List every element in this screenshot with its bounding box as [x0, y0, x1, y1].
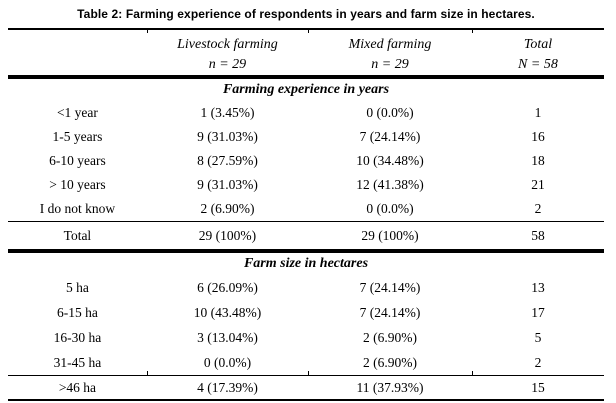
- column-divider-tick: [308, 29, 310, 34]
- row-label: >46 ha: [58, 380, 97, 395]
- table-caption: Table 2: Farming experience of responden…: [77, 7, 535, 21]
- last-row-rule: [8, 370, 604, 376]
- table-row: I do not know 2 (6.90%) 0 (0.0%) 2: [8, 197, 604, 221]
- table-row: 5 ha 6 (26.09%) 7 (24.14%) 13: [8, 275, 604, 300]
- total-row-rule: [8, 220, 604, 222]
- mixed-value: 29 (100%): [361, 228, 419, 243]
- livestock-value: 3 (13.04%): [197, 329, 258, 345]
- column-n: N = 58: [518, 56, 558, 72]
- mixed-value: 11 (37.93%): [356, 380, 424, 395]
- row-label: 6-15 ha: [56, 304, 98, 320]
- total-row: Total 29 (100%) 29 (100%) 58: [8, 222, 604, 249]
- row-label: I do not know: [39, 200, 116, 216]
- livestock-value: 4 (17.39%): [197, 380, 258, 395]
- mixed-value: 10 (34.48%): [356, 152, 424, 168]
- column-label: Mixed farming: [348, 36, 432, 52]
- livestock-value: 8 (27.59%): [197, 152, 258, 168]
- section-divider-rule: [8, 249, 604, 253]
- mixed-value: 12 (41.38%): [356, 176, 424, 192]
- livestock-value: 2 (6.90%): [200, 200, 255, 216]
- total-value: 21: [531, 176, 545, 192]
- livestock-value: 9 (31.03%): [197, 176, 258, 192]
- table-row: 31-45 ha 0 (0.0%) 2 (6.90%) 2: [8, 350, 604, 375]
- column-header-empty: [8, 35, 147, 76]
- section-header: Farm size in hectares: [243, 255, 369, 271]
- table-row: 16-30 ha 3 (13.04%) 2 (6.90%) 5: [8, 325, 604, 350]
- livestock-value: 10 (43.48%): [193, 304, 262, 320]
- column-header-mixed: Mixed farming n = 29: [308, 35, 472, 76]
- table-row: > 10 years 9 (31.03%) 12 (41.38%) 21: [8, 173, 604, 197]
- total-value: 16: [531, 128, 545, 144]
- table-row: 6-10 years 8 (27.59%) 10 (34.48%) 18: [8, 149, 604, 173]
- row-label: 31-45 ha: [53, 354, 102, 370]
- row-label: Total: [63, 228, 92, 243]
- total-value: 58: [531, 228, 545, 243]
- livestock-value: 9 (31.03%): [197, 128, 258, 144]
- mixed-value: 0 (0.0%): [366, 200, 414, 216]
- section-farming-experience: Farming experience in years <1 year 1 (3…: [8, 79, 604, 250]
- mixed-value: 0 (0.0%): [366, 104, 414, 120]
- row-label: <1 year: [56, 104, 98, 120]
- column-header-row: Livestock farming n = 29 Mixed farming n…: [8, 30, 604, 76]
- total-value: 15: [531, 380, 545, 395]
- table-2: Table 2: Farming experience of responden…: [8, 0, 604, 401]
- row-label: 1-5 years: [52, 128, 103, 144]
- mixed-value: 2 (6.90%): [363, 329, 417, 345]
- row-label: > 10 years: [49, 176, 106, 192]
- livestock-value: 29 (100%): [198, 228, 257, 243]
- column-n: n = 29: [208, 56, 247, 72]
- row-label: 16-30 ha: [53, 329, 102, 345]
- section-farm-size: Farm size in hectares 5 ha 6 (26.09%) 7 …: [8, 253, 604, 400]
- mixed-value: 7 (24.14%): [359, 279, 421, 295]
- livestock-value: 6 (26.09%): [197, 279, 258, 295]
- column-divider-tick: [146, 29, 149, 34]
- row-label: 5 ha: [65, 279, 89, 295]
- total-value: 1: [534, 104, 542, 120]
- column-divider-tick: [471, 29, 474, 34]
- table-row: 6-15 ha 10 (43.48%) 7 (24.14%) 17: [8, 300, 604, 325]
- column-n: n = 29: [371, 56, 409, 72]
- total-value: 2: [534, 354, 542, 370]
- table-bottom-rule: [8, 399, 604, 401]
- livestock-value: 0 (0.0%): [203, 354, 252, 370]
- mixed-value: 7 (24.14%): [359, 128, 421, 144]
- total-value: 5: [534, 329, 542, 345]
- header-bottom-rule: [8, 75, 604, 79]
- column-divider-tick: [471, 370, 474, 375]
- mixed-value: 7 (24.14%): [359, 304, 421, 320]
- header-top-rule: [8, 28, 604, 34]
- column-divider-tick: [308, 370, 310, 375]
- column-divider-tick: [146, 370, 149, 375]
- last-row: >46 ha 4 (17.39%) 11 (37.93%) 15: [8, 376, 604, 399]
- column-label: Total: [523, 36, 553, 52]
- total-value: 17: [531, 304, 545, 320]
- row-label: 6-10 years: [49, 152, 106, 168]
- section-header: Farming experience in years: [222, 81, 390, 97]
- column-header-livestock: Livestock farming n = 29: [147, 35, 308, 76]
- mixed-value: 2 (6.90%): [363, 354, 417, 370]
- table-row: 1-5 years 9 (31.03%) 7 (24.14%) 16: [8, 125, 604, 149]
- livestock-value: 1 (3.45%): [200, 104, 255, 120]
- column-header-total: Total N = 58: [472, 35, 604, 76]
- total-value: 2: [534, 200, 542, 216]
- table-row: <1 year 1 (3.45%) 0 (0.0%) 1: [8, 101, 604, 125]
- total-value: 13: [531, 279, 545, 295]
- column-label: Livestock farming: [177, 36, 278, 52]
- total-value: 18: [531, 152, 545, 168]
